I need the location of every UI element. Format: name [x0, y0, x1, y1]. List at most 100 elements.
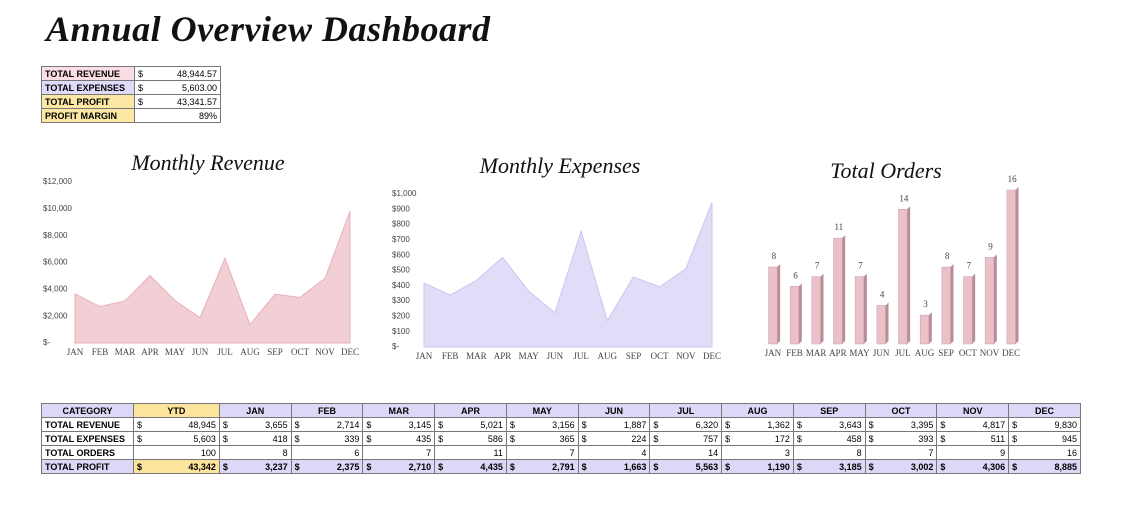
y-tick-label: $10,000 — [43, 204, 72, 213]
table-cell: $1,362 — [721, 417, 794, 432]
cell-value: 3,185 — [839, 461, 862, 472]
x-tick-label: MAR — [115, 347, 136, 357]
header-cell: AUG — [721, 403, 794, 418]
bar-side — [907, 206, 911, 344]
y-tick-label: $700 — [392, 235, 410, 244]
header-row: CATEGORY YTD JAN FEB MAR APR MAY JUN JUL AUG SEP OC… — [41, 403, 1081, 418]
bar — [898, 209, 908, 345]
currency: $ — [294, 461, 300, 472]
table-cell: $3,002 — [864, 459, 938, 474]
currency: $ — [868, 433, 874, 444]
bar-side — [928, 312, 932, 344]
currency: $ — [438, 461, 444, 472]
bar — [963, 276, 973, 345]
table-cell: $1,190 — [721, 459, 794, 474]
currency: $ — [1012, 433, 1018, 444]
header-cell: MAR — [362, 403, 436, 418]
table-cell: $4,817 — [936, 417, 1010, 432]
currency: $ — [509, 461, 515, 472]
bar — [789, 286, 800, 345]
cell-value: 3,237 — [265, 461, 288, 472]
summary-row: TOTAL PROFIT $43,341.57 — [41, 94, 222, 109]
bar — [941, 266, 951, 345]
currency: $ — [136, 433, 142, 444]
table-cell: 8 — [792, 445, 866, 460]
row-label: TOTAL REVENUE — [41, 417, 134, 432]
currency: $ — [136, 461, 142, 472]
area — [74, 210, 351, 344]
bar-side — [993, 254, 997, 344]
currency: $ — [581, 433, 587, 444]
table-cell: $945 — [1008, 431, 1081, 446]
table-cell: $6,320 — [649, 417, 723, 432]
cell-value: 2,375 — [336, 461, 360, 472]
summary-value: 89% — [134, 108, 222, 123]
currency: $ — [868, 461, 874, 472]
currency: $ — [366, 461, 372, 472]
y-tick-label: $200 — [392, 312, 410, 321]
x-tick-label: DEC — [1002, 348, 1020, 358]
x-tick-label: AUG — [240, 347, 260, 357]
data-label: 14 — [899, 193, 909, 203]
x-tick-label: MAY — [849, 348, 870, 358]
bar-side — [972, 273, 976, 344]
y-tick-label: $600 — [392, 250, 410, 259]
x-tick-label: APR — [141, 347, 159, 357]
cell-value: 586 — [487, 433, 503, 444]
x-tick-label: NOV — [315, 347, 335, 357]
data-label: 11 — [834, 222, 843, 232]
x-tick-label: FEB — [786, 348, 803, 358]
cell-value: 9 — [1000, 447, 1006, 458]
cell-value: 3,655 — [265, 419, 288, 430]
currency: $ — [796, 433, 802, 444]
x-tick-label: SEP — [267, 347, 283, 357]
currency: $ — [1012, 419, 1018, 430]
dashboard-title: Annual Overview Dashboard — [46, 9, 491, 49]
cell-value: 7 — [928, 447, 934, 458]
cell-value: 757 — [703, 433, 719, 444]
table-cell: $2,375 — [290, 459, 364, 474]
currency: $ — [868, 419, 874, 430]
bar-side — [1015, 187, 1019, 344]
x-tick-label: MAY — [165, 347, 186, 357]
table-cell: 8 — [218, 445, 292, 460]
cell-value: 6 — [354, 447, 360, 458]
cell-value: 5,021 — [480, 419, 503, 430]
header-cell: DEC — [1008, 403, 1081, 418]
x-tick-label: JAN — [765, 348, 782, 358]
bar-side — [950, 264, 954, 344]
table-cell: $418 — [218, 431, 292, 446]
header-cell: FEB — [290, 403, 364, 418]
cell-value: 2,710 — [408, 461, 432, 472]
bar-side — [885, 302, 889, 344]
data-label: 6 — [793, 270, 798, 280]
x-tick-label: JUN — [547, 351, 564, 361]
x-tick-label: JUL — [895, 348, 911, 358]
currency: $ — [653, 419, 659, 430]
table-cell: $4,306 — [936, 459, 1010, 474]
cell-value: 393 — [918, 433, 934, 444]
cell-value: 14 — [708, 447, 719, 458]
table-cell: $5,021 — [434, 417, 507, 432]
cell-value: 11 — [493, 447, 503, 458]
chart-title: Monthly Expenses — [479, 153, 641, 178]
bar-side — [820, 273, 824, 344]
table-row: TOTAL EXPENSES $5,603 $418 $339 $435 $586 $365… — [41, 431, 1081, 446]
data-label: 16 — [1008, 174, 1018, 184]
y-tick-label: $- — [43, 338, 50, 347]
table-cell: $1,887 — [577, 417, 651, 432]
cell-value: 3,145 — [408, 419, 432, 430]
table-cell: 4 — [577, 445, 651, 460]
cell-value: 4 — [641, 447, 647, 458]
table-cell: $3,185 — [792, 459, 866, 474]
cell-value: 1,663 — [623, 461, 647, 472]
x-tick-label: JUN — [192, 347, 209, 357]
bar-side — [798, 283, 802, 344]
data-label: 7 — [967, 261, 972, 271]
table-cell: $586 — [434, 431, 507, 446]
header-cell: JAN — [218, 403, 292, 418]
bar-side — [863, 273, 867, 344]
data-label: 3 — [923, 299, 928, 309]
cell-value: 5,563 — [695, 461, 719, 472]
